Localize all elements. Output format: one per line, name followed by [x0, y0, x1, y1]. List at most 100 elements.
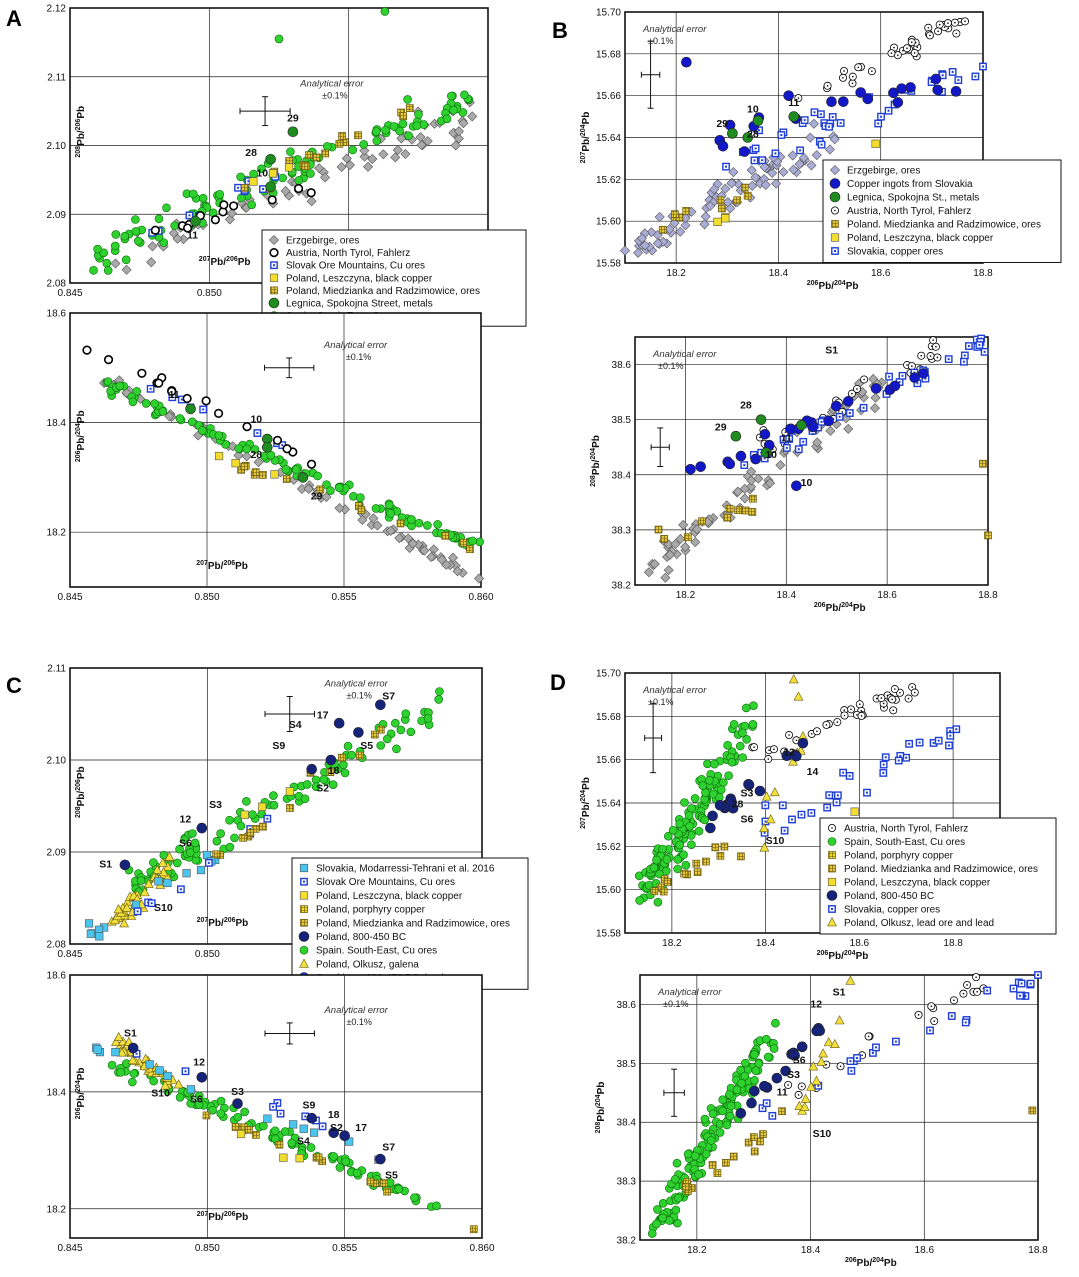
data-point	[705, 201, 716, 212]
data-point	[270, 470, 279, 479]
chart-b-bottom: 18.2 18.4 18.6 18.8 38.2 38.3 38.4 38.5 38.6 206P…	[590, 334, 998, 614]
data-point	[326, 486, 335, 495]
data-point	[383, 1187, 391, 1196]
data-point	[294, 176, 304, 185]
data-point	[340, 768, 350, 778]
y-tick-label: 15.70	[596, 669, 621, 680]
y-tick-label: 2.11	[47, 664, 66, 675]
data-point	[980, 347, 989, 356]
data-point	[769, 745, 778, 754]
legend-marker	[831, 247, 839, 255]
data-point	[825, 122, 833, 131]
data-point	[416, 139, 427, 150]
data-point	[709, 789, 718, 799]
data-point	[175, 1092, 185, 1102]
data-point	[116, 1068, 125, 1077]
data-point	[734, 506, 742, 515]
point-annotation: S9	[272, 740, 285, 752]
data-point	[158, 407, 168, 416]
data-point	[234, 183, 242, 192]
y-tick-label: 2.09	[47, 210, 67, 221]
point-annotation: 14	[807, 766, 819, 778]
error-bar-label: Analytical error	[323, 679, 388, 690]
data-point	[726, 178, 737, 189]
data-point	[146, 257, 157, 268]
data-point	[817, 140, 826, 149]
data-point	[791, 480, 802, 492]
data-point	[334, 483, 344, 492]
data-point	[293, 183, 304, 194]
data-point	[910, 688, 919, 697]
data-point	[892, 97, 904, 108]
data-point	[685, 822, 694, 831]
x-axis-label: 207Pb/206Pb	[197, 1211, 249, 1223]
data-point	[154, 214, 164, 224]
data-point	[798, 152, 809, 163]
data-point	[390, 152, 401, 163]
data-point	[172, 233, 183, 244]
data-point	[412, 121, 422, 131]
data-point	[716, 851, 725, 860]
data-point	[406, 727, 416, 737]
legend-entry-label: Erzgebirge, ores	[847, 166, 920, 177]
data-point	[699, 219, 710, 230]
data-point	[915, 738, 924, 747]
data-point	[301, 162, 310, 171]
data-point	[136, 876, 146, 885]
data-point	[749, 1085, 760, 1097]
data-point	[683, 1149, 693, 1159]
data-point	[979, 62, 987, 71]
data-point	[684, 533, 692, 542]
data-point	[692, 859, 701, 868]
data-point	[149, 858, 158, 867]
point-annotation: S7	[382, 690, 395, 702]
data-point	[758, 1104, 767, 1113]
data-point	[116, 1047, 127, 1057]
data-point	[396, 725, 406, 735]
data-point	[748, 508, 757, 516]
data-point	[832, 798, 841, 807]
data-point	[724, 458, 736, 470]
data-point	[102, 258, 112, 268]
data-point	[326, 768, 335, 776]
data-point	[972, 973, 981, 982]
plots-layer: 0.845 0.850 0.855 2.08 2.09 2.10 2.11 2.12 207Pb…	[47, 4, 1062, 1269]
legend-marker	[268, 297, 280, 309]
y-tick-label: 15.60	[596, 885, 621, 896]
data-point	[314, 163, 325, 174]
data-point	[823, 81, 832, 90]
data-point	[964, 342, 973, 350]
data-point	[159, 238, 169, 247]
data-point	[960, 351, 969, 360]
data-point	[321, 491, 332, 502]
data-point	[164, 851, 175, 861]
x-tick-label: 18.8	[973, 268, 993, 279]
data-point	[453, 126, 464, 137]
data-point	[896, 83, 907, 94]
data-point	[727, 757, 737, 767]
data-point	[716, 785, 726, 795]
data-point	[314, 1153, 323, 1162]
data-point	[282, 444, 292, 454]
y-tick-label: 38.2	[612, 581, 632, 592]
data-point	[434, 695, 444, 704]
legend-entry-label: Austria, North Tyrol, Fahlerz	[844, 824, 968, 835]
data-point	[796, 419, 807, 431]
x-tick-label: 18.2	[687, 1245, 707, 1256]
data-point	[796, 1041, 808, 1053]
chart-d-bottom: 18.2 18.4 18.6 18.8 38.2 38.3 38.4 38.5 38.6 206P…	[595, 971, 1048, 1269]
error-bar-sublabel: ±0.1%	[346, 691, 371, 701]
point-annotation: 10	[747, 103, 759, 115]
legend-entry-label: Slovak Ore Mountains, Cu ores	[316, 877, 455, 888]
data-point	[903, 44, 912, 53]
data-point	[725, 1090, 734, 1099]
legend-entry-label: Poland, porphyry copper	[844, 851, 954, 862]
data-point	[759, 428, 771, 440]
data-point	[839, 73, 848, 82]
data-point	[750, 1075, 759, 1085]
x-tick-label: 0.860	[468, 592, 493, 603]
data-point	[328, 780, 338, 789]
data-point	[806, 160, 817, 171]
data-point	[268, 169, 278, 178]
data-point	[320, 172, 331, 183]
